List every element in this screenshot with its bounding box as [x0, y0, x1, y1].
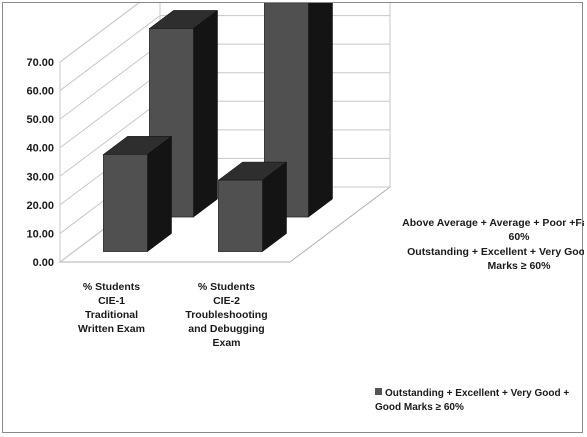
x-category-label-line: Exam	[212, 337, 240, 349]
chart-legend: Outstanding + Excellent + Very Good + Go…	[375, 387, 585, 415]
bar	[103, 153, 148, 252]
y-tick-label: 20.00	[26, 200, 54, 212]
x-category-label: % Students CIE-2 Troubleshooting and Debugg…	[185, 281, 267, 349]
x-category-label-line: CIE-2	[213, 295, 240, 307]
x-category-label-line: Traditional	[85, 309, 138, 321]
bar	[218, 179, 263, 252]
y-tick-label: 30.00	[26, 171, 54, 183]
bar-side	[308, 3, 333, 218]
gridline	[59, 15, 390, 91]
y-tick-label: 70.00	[26, 57, 54, 69]
bar-side	[147, 135, 172, 252]
x-category-label: % Students CIE-1 Traditional Written Exam	[78, 281, 145, 335]
depth-axis-label-line: 60%	[508, 231, 530, 243]
y-tick-label: 60.00	[26, 86, 54, 98]
bar-side	[193, 9, 218, 218]
chart-frame: 0.00 10.00 20.00 30.00 40.00 50.00 60.00 70.00%…	[2, 2, 585, 433]
depth-axis-label-line: Above Average + Average + Poor +Fail Mar…	[402, 217, 584, 229]
depth-axis-label: Outstanding + Excellent + Very Good + Go…	[407, 246, 584, 272]
y-tick-label: 10.00	[26, 228, 54, 240]
x-category-label-line: Troubleshooting	[185, 309, 267, 321]
y-tick-label: 50.00	[26, 114, 54, 126]
legend-entry-label: Outstanding + Excellent + Very Good + Go…	[375, 388, 570, 413]
x-category-label-line: % Students	[83, 281, 140, 293]
gridline	[59, 3, 140, 63]
depth-axis-label: Above Average + Average + Poor +Fail Mar…	[402, 217, 584, 243]
x-category-label-line: and Debugging	[188, 323, 264, 335]
depth-axis-label-line: Marks ≥ 60%	[488, 260, 552, 272]
legend-swatch	[375, 388, 382, 395]
x-category-label-line: CIE-1	[98, 295, 125, 307]
gridline	[59, 72, 390, 149]
x-category-label-line: % Students	[198, 281, 255, 293]
y-tick-label: 0.00	[33, 257, 54, 269]
depth-axis-label-line: Outstanding + Excellent + Very Good + Go…	[407, 246, 584, 258]
chart-svg: 0.00 10.00 20.00 30.00 40.00 50.00 60.00 70.00%…	[26, 3, 584, 349]
x-category-label-line: Written Exam	[78, 323, 145, 335]
y-tick-label: 40.00	[26, 143, 54, 155]
gridline	[59, 43, 390, 120]
